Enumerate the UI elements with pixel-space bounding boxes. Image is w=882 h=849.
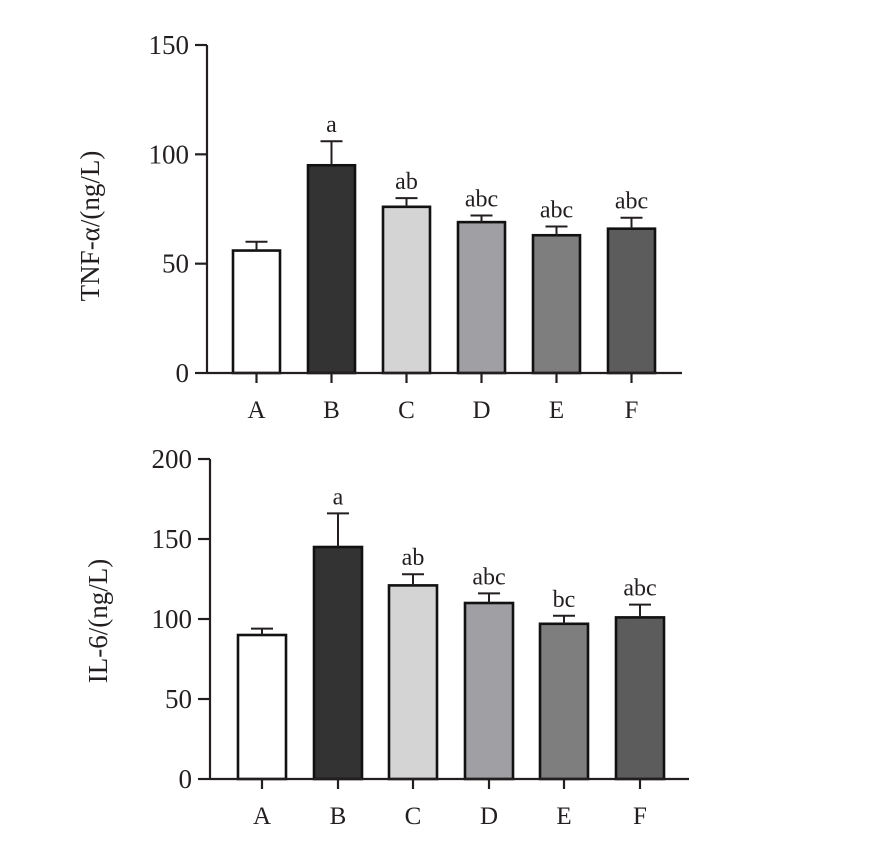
il-6-bar-f (614, 616, 666, 781)
il-6-error-bar-b (327, 512, 349, 547)
il-6-error-bar-c (402, 573, 424, 586)
il-6-error-bar-f (629, 603, 651, 618)
tnf-alpha-error-bar-a (245, 240, 268, 251)
il-6-x-tick-label-e: E (556, 803, 571, 830)
il-6-error-bar-a (251, 627, 273, 635)
il-6-x-tick-label-f: F (633, 803, 647, 830)
tnf-alpha-error-bar-b (320, 140, 343, 166)
tnf-alpha-bar-e (531, 233, 582, 375)
tnf-alpha-y-tick-label: 50 (162, 249, 189, 279)
tnf-alpha-x-tick-label-d: D (472, 397, 490, 424)
tnf-alpha-bar-a (231, 249, 282, 375)
il-6-significance-b: a (333, 484, 344, 510)
il-6-chart: IL-6/(ng/L) a ab abc bc abc 0 50 100 150 200 A B C D E… (83, 444, 689, 830)
il-6-x-tick-label-b: B (330, 803, 347, 830)
il-6-bar-a (236, 633, 288, 781)
tnf-alpha-bar-c (381, 205, 432, 375)
tnf-alpha-x-tick-label-e: E (549, 397, 564, 424)
tnf-alpha-x-tick-label-a: A (247, 397, 265, 424)
il-6-y-tick-label: 150 (152, 524, 193, 554)
tnf-alpha-error-bar-c (395, 197, 418, 207)
il-6-y-tick-label: 0 (179, 764, 193, 794)
tnf-alpha-significance-b: a (326, 112, 337, 138)
il-6-bar-c (387, 584, 439, 781)
tnf-alpha-y-axis-title: TNF-α/(ng/L) (75, 151, 105, 302)
il-6-significance-e: bc (553, 587, 576, 613)
tnf-alpha-y-tick-label: 0 (176, 358, 190, 388)
il-6-y-tick-label: 50 (165, 684, 192, 714)
tnf-alpha-significance-e: abc (540, 197, 573, 223)
tnf-alpha-x-tick-label-f: F (625, 397, 639, 424)
il-6-x-tick-label-a: A (253, 803, 271, 830)
il-6-y-tick-label: 200 (152, 444, 193, 474)
tnf-alpha-bar-d (456, 220, 507, 375)
tnf-alpha-significance-f: abc (615, 189, 648, 215)
il-6-bar-b (312, 545, 364, 781)
il-6-significance-d: abc (472, 564, 505, 590)
il-6-bar-d (463, 601, 515, 781)
tnf-alpha-bar-b (306, 163, 357, 375)
il-6-error-bar-d (478, 592, 500, 603)
il-6-x-tick-label-d: D (480, 803, 498, 830)
tnf-alpha-error-bar-d (470, 214, 493, 223)
il-6-x-tick-label-c: C (405, 803, 422, 830)
tnf-alpha-x-tick-label-b: B (323, 397, 340, 424)
tnf-alpha-error-bar-f (620, 216, 643, 229)
tnf-alpha-y-tick-label: 100 (149, 139, 190, 169)
il-6-significance-f: abc (623, 576, 656, 602)
tnf-alpha-x-tick-label-c: C (398, 397, 415, 424)
tnf-alpha-significance-c: ab (395, 169, 418, 195)
il-6-y-axis-title: IL-6/(ng/L) (83, 559, 113, 683)
tnf-alpha-chart: TNF-α/(ng/L) a ab abc abc abc 0 50 100 150 A B C D E F (75, 30, 682, 424)
il-6-significance-c: ab (402, 545, 425, 571)
tnf-alpha-bar-f (606, 227, 657, 375)
tnf-alpha-significance-d: abc (465, 187, 498, 213)
il-6-bar-e (538, 622, 590, 781)
il-6-error-bar-e (553, 614, 575, 624)
il-6-y-tick-label: 100 (152, 604, 193, 634)
tnf-alpha-error-bar-e (545, 225, 568, 236)
tnf-alpha-y-tick-label: 150 (149, 30, 190, 60)
